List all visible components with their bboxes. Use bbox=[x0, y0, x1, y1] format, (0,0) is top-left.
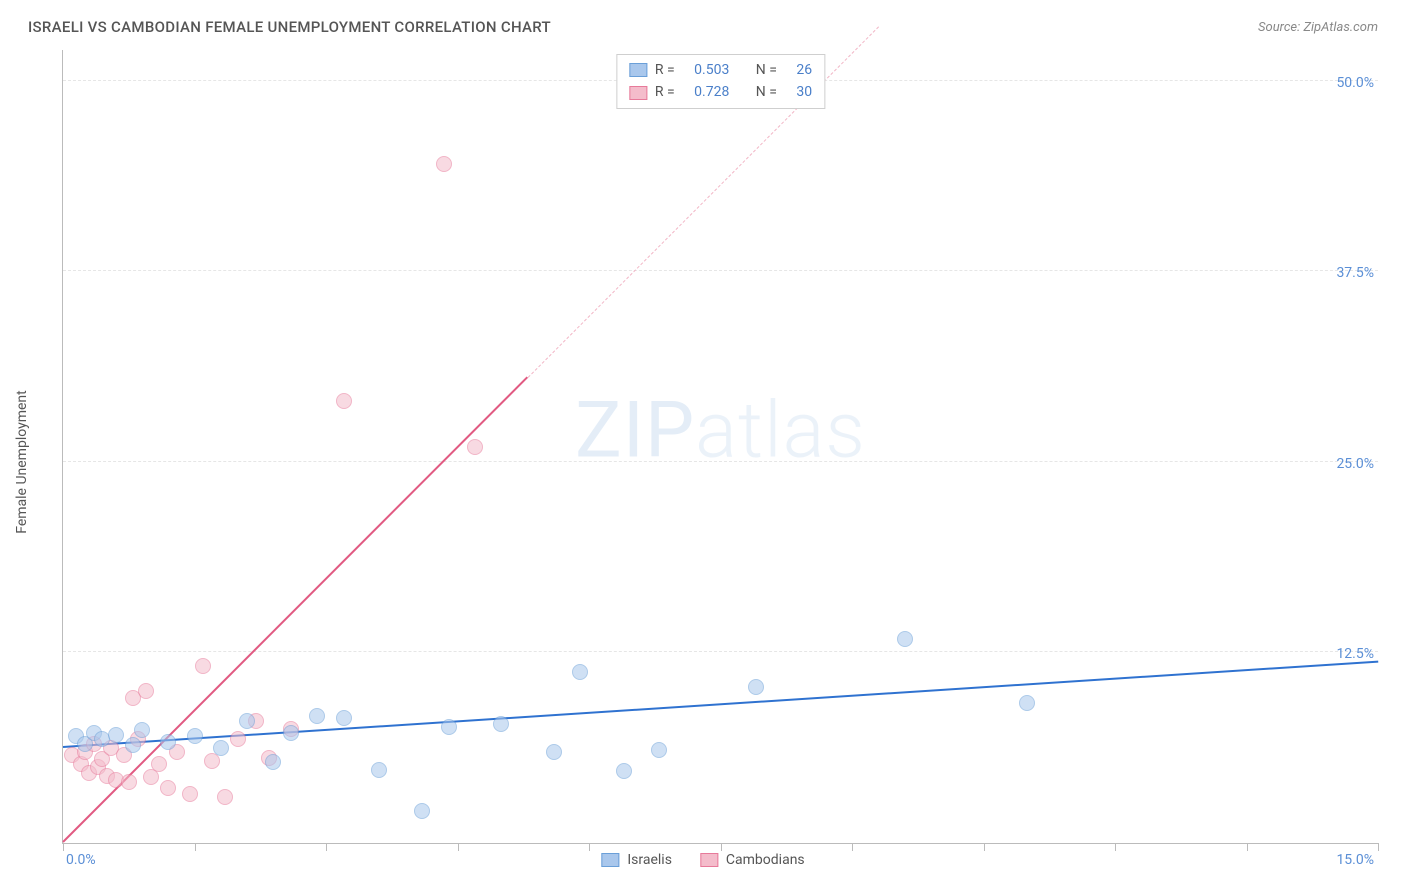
x-axis-min-label: 0.0% bbox=[66, 852, 96, 868]
point-israelis bbox=[441, 719, 457, 735]
point-israelis bbox=[336, 710, 352, 726]
x-tick bbox=[1247, 843, 1248, 851]
point-israelis bbox=[108, 727, 124, 743]
legend-swatch bbox=[629, 63, 647, 77]
y-tick-label: 25.0% bbox=[1336, 456, 1374, 472]
point-cambodians bbox=[151, 756, 167, 772]
point-cambodians bbox=[138, 683, 154, 699]
legend-swatch bbox=[700, 853, 718, 867]
point-israelis bbox=[493, 716, 509, 732]
watermark-bold: ZIP bbox=[575, 385, 695, 476]
point-israelis bbox=[1019, 695, 1035, 711]
source-name: ZipAtlas.com bbox=[1303, 20, 1378, 35]
stats-row: R = 0.728 N = 30 bbox=[629, 81, 812, 103]
watermark: ZIPatlas bbox=[575, 385, 866, 476]
chart-title: ISRAELI VS CAMBODIAN FEMALE UNEMPLOYMENT… bbox=[28, 18, 551, 36]
point-israelis bbox=[414, 803, 430, 819]
point-israelis bbox=[309, 708, 325, 724]
n-value: 30 bbox=[796, 81, 812, 103]
r-value: 0.728 bbox=[694, 81, 729, 103]
point-israelis bbox=[239, 713, 255, 729]
x-tick bbox=[852, 843, 853, 851]
point-cambodians bbox=[230, 731, 246, 747]
point-cambodians bbox=[160, 780, 176, 796]
x-tick bbox=[326, 843, 327, 851]
x-tick bbox=[1378, 843, 1379, 851]
point-israelis bbox=[371, 762, 387, 778]
legend-swatch bbox=[629, 86, 647, 100]
regression-israelis bbox=[63, 661, 1378, 748]
legend-item: Cambodians bbox=[700, 852, 805, 868]
point-israelis bbox=[187, 728, 203, 744]
y-tick-label: 50.0% bbox=[1336, 75, 1374, 91]
point-cambodians bbox=[336, 393, 352, 409]
legend-item: Israelis bbox=[601, 852, 672, 868]
point-israelis bbox=[213, 740, 229, 756]
chart-container: Female Unemployment ZIPatlas R = 0.503 N… bbox=[28, 50, 1378, 874]
point-israelis bbox=[283, 725, 299, 741]
y-tick-label: 37.5% bbox=[1336, 265, 1374, 281]
x-tick bbox=[63, 843, 64, 851]
x-tick bbox=[1115, 843, 1116, 851]
point-cambodians bbox=[182, 786, 198, 802]
r-label: R = bbox=[655, 81, 675, 103]
source-prefix: Source: bbox=[1258, 20, 1303, 35]
grid-line bbox=[63, 461, 1378, 462]
source-attribution: Source: ZipAtlas.com bbox=[1258, 20, 1378, 35]
y-tick-label: 12.5% bbox=[1336, 646, 1374, 662]
n-value: 26 bbox=[796, 59, 812, 81]
point-israelis bbox=[546, 744, 562, 760]
x-tick bbox=[984, 843, 985, 851]
r-value: 0.503 bbox=[694, 59, 729, 81]
x-axis-max-label: 15.0% bbox=[1336, 852, 1374, 868]
point-israelis bbox=[134, 722, 150, 738]
point-cambodians bbox=[195, 658, 211, 674]
n-label: N = bbox=[756, 81, 777, 103]
n-label: N = bbox=[756, 59, 777, 81]
point-israelis bbox=[651, 742, 667, 758]
watermark-light: atlas bbox=[695, 385, 866, 476]
point-israelis bbox=[748, 679, 764, 695]
x-tick bbox=[589, 843, 590, 851]
grid-line bbox=[63, 651, 1378, 652]
grid-line bbox=[63, 270, 1378, 271]
point-cambodians bbox=[436, 156, 452, 172]
stats-row: R = 0.503 N = 26 bbox=[629, 59, 812, 81]
legend-swatch bbox=[601, 853, 619, 867]
point-cambodians bbox=[467, 439, 483, 455]
point-cambodians bbox=[121, 774, 137, 790]
plot-area: ZIPatlas R = 0.503 N = 26R = 0.728 N = 3… bbox=[62, 50, 1378, 844]
series-legend: Israelis Cambodians bbox=[601, 852, 804, 868]
r-label: R = bbox=[655, 59, 675, 81]
point-israelis bbox=[897, 631, 913, 647]
point-israelis bbox=[572, 664, 588, 680]
stats-legend: R = 0.503 N = 26R = 0.728 N = 30 bbox=[616, 54, 825, 109]
point-israelis bbox=[265, 754, 281, 770]
legend-label: Israelis bbox=[627, 852, 672, 868]
legend-label: Cambodians bbox=[726, 852, 805, 868]
x-tick bbox=[195, 843, 196, 851]
point-israelis bbox=[616, 763, 632, 779]
point-israelis bbox=[160, 734, 176, 750]
y-axis-label: Female Unemployment bbox=[14, 390, 30, 534]
point-cambodians bbox=[143, 769, 159, 785]
x-tick bbox=[458, 843, 459, 851]
point-israelis bbox=[125, 737, 141, 753]
x-tick bbox=[721, 843, 722, 851]
point-cambodians bbox=[217, 789, 233, 805]
regression-cambodians bbox=[62, 376, 528, 843]
